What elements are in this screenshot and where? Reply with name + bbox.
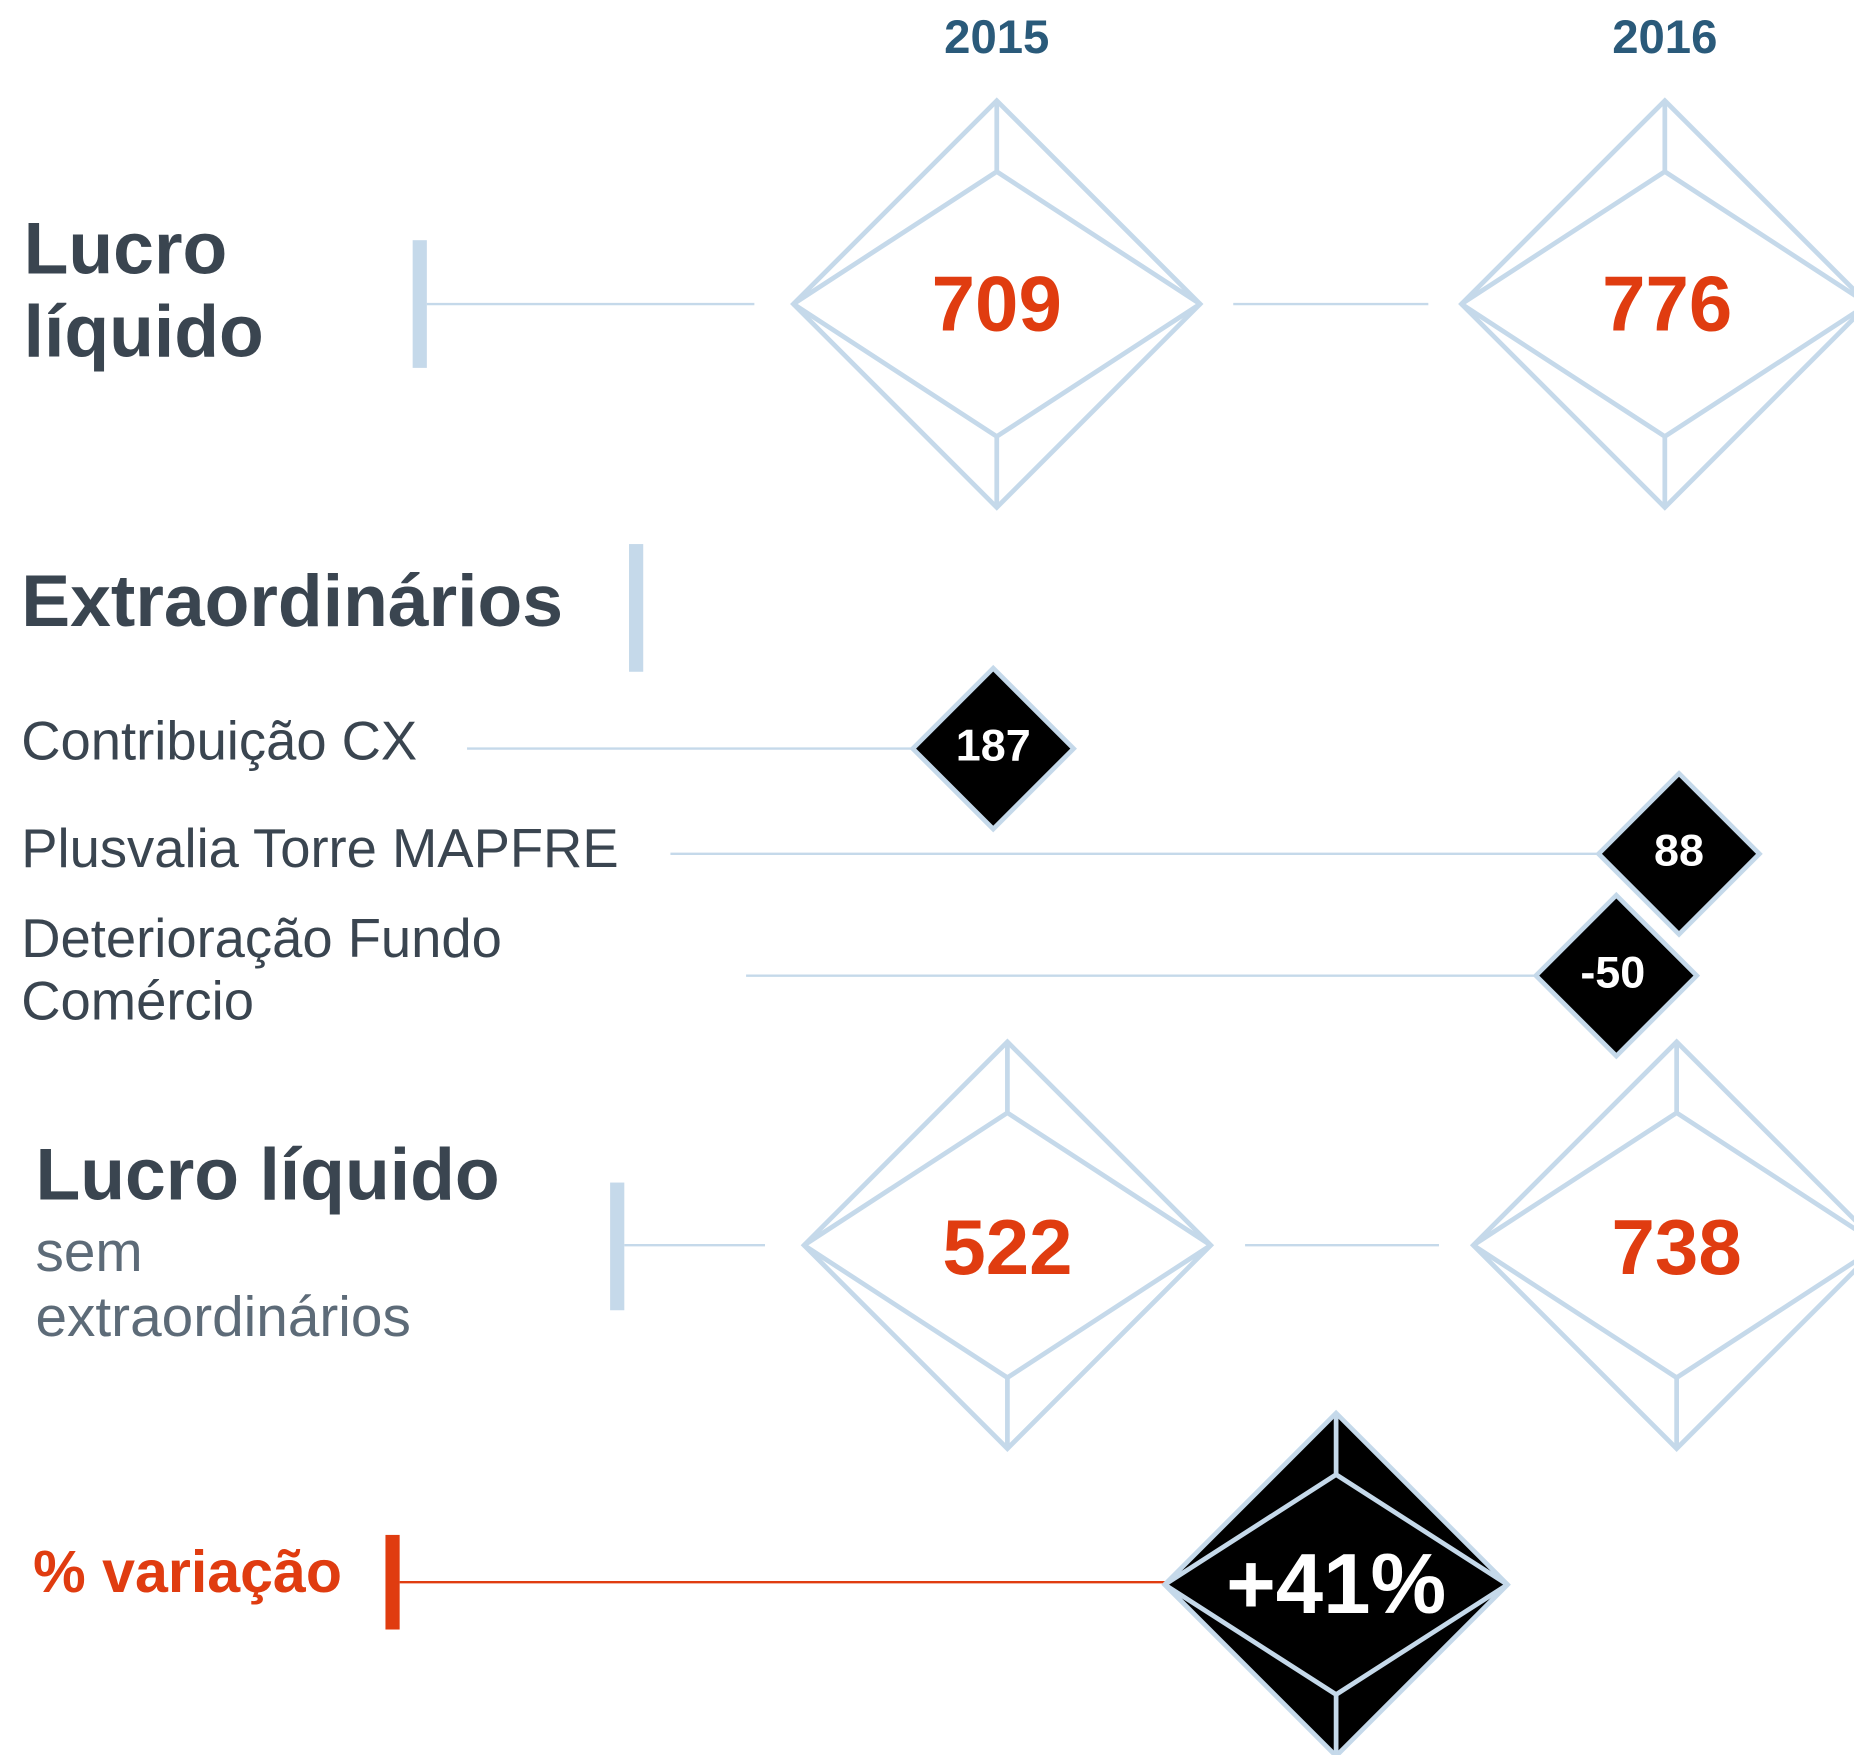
shape — [909, 664, 1077, 833]
shape — [1595, 770, 1763, 938]
variation-label: % variação — [33, 1538, 342, 1605]
diamond — [790, 97, 1854, 511]
item-label: Comércio — [21, 971, 254, 1032]
shape — [1460, 100, 1854, 508]
year: 2015 — [944, 11, 1049, 64]
item-value: 88 — [1654, 825, 1704, 876]
variation-value: +41% — [1226, 1537, 1446, 1632]
value: 738 — [1612, 1203, 1742, 1291]
shape — [1163, 1413, 1509, 1755]
diamond — [800, 1038, 1854, 1452]
item-label: Plusvalia Torre MAPFRE — [21, 818, 618, 879]
row-label: Lucro — [24, 208, 228, 290]
variation-diamond — [1161, 1409, 1511, 1755]
item-label: Deterioração Fundo — [21, 908, 502, 969]
shape — [1161, 1409, 1511, 1755]
item-value: -50 — [1580, 947, 1645, 998]
section-title: Extraordinários — [21, 560, 563, 642]
item-value: 187 — [956, 719, 1031, 770]
shape — [802, 1041, 1213, 1449]
shape — [792, 100, 1202, 508]
shape — [1532, 891, 1701, 1060]
value: 776 — [1602, 260, 1732, 348]
shape — [1471, 1041, 1854, 1449]
row-label: líquido — [24, 291, 264, 373]
row-subtitle: sem — [35, 1221, 142, 1284]
separator — [385, 1534, 400, 1630]
separator — [412, 240, 427, 368]
row-label: Lucro líquido — [35, 1134, 499, 1216]
row-subtitle: extraordinários — [35, 1286, 410, 1349]
year: 2016 — [1612, 11, 1717, 64]
small-diamonds — [909, 664, 1763, 1060]
separator — [629, 544, 644, 672]
separator — [610, 1182, 625, 1311]
item-label: Contribuição CX — [21, 710, 417, 771]
value: 522 — [942, 1203, 1072, 1291]
value: 709 — [932, 260, 1062, 348]
